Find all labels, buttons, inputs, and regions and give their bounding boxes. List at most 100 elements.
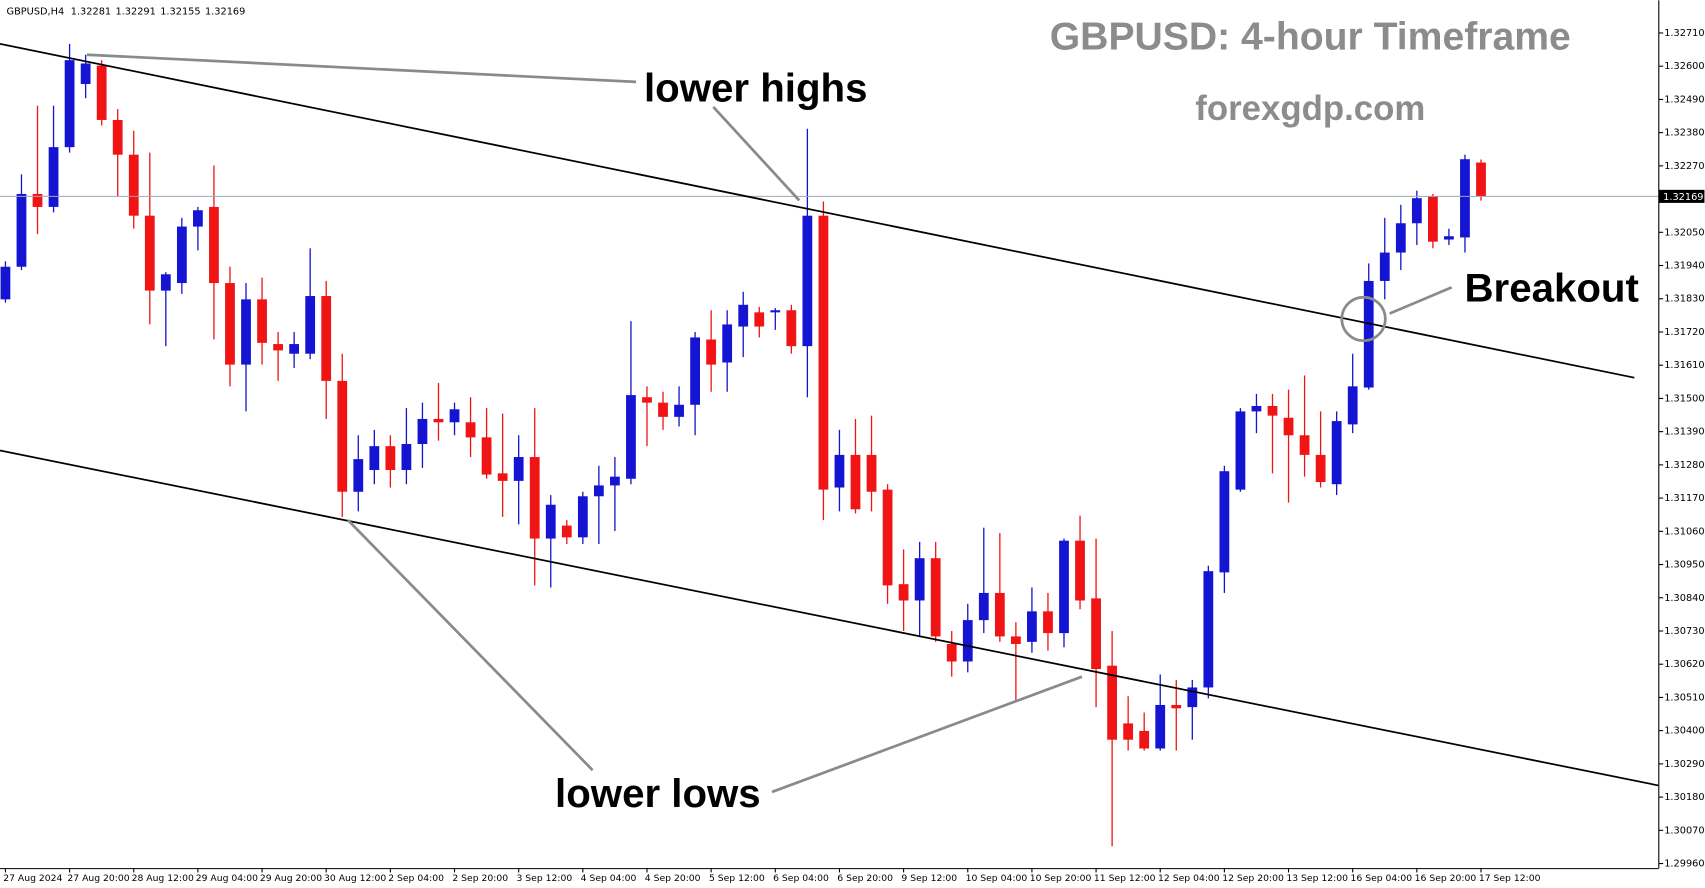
plot-area [0, 43, 1659, 847]
y-tick-label: 1.32600 [1664, 61, 1704, 72]
annotation: lower lows [555, 771, 761, 816]
candle-body [96, 65, 107, 120]
candle-body [48, 147, 59, 207]
candle-body [754, 312, 765, 327]
x-tick-label: 11 Sep 12:00 [1094, 873, 1156, 884]
y-tick-label: 1.32710 [1664, 28, 1704, 39]
candle-body [1187, 687, 1198, 708]
y-tick-label: 1.30070 [1664, 825, 1704, 836]
candle-body [144, 215, 155, 291]
x-tick-label: 10 Sep 04:00 [966, 873, 1028, 884]
y-tick-label: 1.30620 [1664, 659, 1704, 670]
y-tick-label: 1.30510 [1664, 692, 1704, 703]
candle-body [1299, 435, 1310, 455]
candle-body [642, 397, 652, 403]
candle-body [1283, 417, 1294, 436]
x-tick-label: 28 Aug 12:00 [132, 873, 194, 884]
candle-body [385, 446, 396, 471]
y-tick-label: 1.32490 [1664, 94, 1704, 105]
candle-body [273, 344, 283, 351]
candle-body [834, 454, 845, 488]
candle-body [80, 63, 91, 85]
header-open: 1.32281 [71, 6, 111, 17]
candle-body [577, 496, 588, 538]
candle-body [1219, 471, 1230, 573]
candle-body [1043, 611, 1053, 634]
x-tick-label: 4 Sep 04:00 [581, 873, 637, 884]
candle-body [128, 154, 139, 216]
x-tick-label: 5 Sep 12:00 [709, 873, 765, 884]
y-tick-label: 1.31060 [1664, 526, 1704, 537]
candle-body [770, 310, 781, 313]
y-tick-label: 1.32380 [1664, 128, 1704, 139]
x-tick-label: 29 Aug 20:00 [260, 873, 322, 884]
candle-body [1267, 405, 1278, 416]
candle-body [946, 643, 957, 662]
y-tick-label: 1.31280 [1664, 460, 1704, 471]
y-tick-label: 1.30730 [1664, 626, 1704, 637]
candle-body [1235, 411, 1246, 490]
candle-body [417, 418, 428, 445]
y-tick-label: 1.31720 [1664, 327, 1704, 338]
header-close: 1.32169 [205, 6, 245, 17]
pointer-line [771, 675, 1083, 794]
candle-body [353, 459, 364, 492]
y-tick-label: 1.30400 [1664, 726, 1704, 737]
candle-body [160, 274, 171, 291]
candle-body [497, 473, 508, 481]
candle-body [1059, 540, 1069, 634]
candle-body [529, 457, 540, 539]
candle-body [882, 489, 893, 586]
header-high: 1.32291 [115, 6, 155, 17]
candle-body [401, 444, 412, 471]
upper-trendline [0, 42, 1635, 379]
candle-body [32, 193, 43, 207]
x-tick-label: 2 Sep 20:00 [452, 873, 508, 884]
x-tick-label: 2 Sep 04:00 [388, 873, 444, 884]
chart-subtitle: forexgdp.com [1195, 90, 1425, 128]
candle-body [1027, 611, 1037, 642]
candle-body [658, 402, 668, 417]
candle-body [722, 324, 733, 363]
pointer-line [1389, 286, 1453, 315]
x-tick-label: 17 Sep 12:00 [1479, 873, 1541, 884]
x-tick-label: 27 Aug 20:00 [67, 873, 129, 884]
candle-body [1251, 405, 1262, 412]
candle-body [16, 193, 27, 267]
x-tick-label: 10 Sep 20:00 [1030, 873, 1092, 884]
candle-body [465, 422, 476, 438]
annotation: Breakout [1465, 266, 1639, 311]
y-tick-label: 1.30180 [1664, 792, 1704, 803]
candle-body [225, 283, 235, 365]
candle-body [1476, 162, 1486, 197]
candle-body [978, 592, 989, 621]
x-tick-label: 13 Sep 12:00 [1286, 873, 1348, 884]
candle-body [690, 337, 700, 405]
pointer-line [346, 519, 594, 772]
candle-body [930, 558, 941, 637]
candle-body [1107, 665, 1118, 740]
candle-body [1460, 159, 1470, 238]
candle-body [674, 404, 684, 417]
current-price-box [1658, 189, 1705, 203]
candle-body [64, 60, 75, 148]
candle-body [369, 446, 380, 471]
symbol-header: GBPUSD,H4 1.32281 1.32291 1.32155 1.32169 [7, 6, 246, 17]
x-tick-label: 16 Sep 04:00 [1351, 873, 1413, 884]
candle-body [193, 210, 203, 227]
x-tick-label: 9 Sep 12:00 [901, 873, 957, 884]
candle-body [994, 592, 1005, 637]
candle-body [1315, 454, 1326, 483]
x-tick-label: 3 Sep 12:00 [517, 873, 573, 884]
lower-trendline [0, 449, 1659, 787]
chart-title: GBPUSD: 4-hour Timeframe [1050, 15, 1571, 58]
x-tick-label: 27 Aug 2024 [3, 873, 62, 884]
x-tick-label: 29 Aug 04:00 [196, 873, 258, 884]
candle-body [1203, 571, 1214, 688]
current-price-label: 1.32169 [1663, 192, 1703, 203]
candle-body [898, 584, 909, 601]
y-tick-label: 1.31610 [1664, 360, 1704, 371]
pointer-line [86, 53, 637, 84]
candle-body [1427, 196, 1438, 242]
